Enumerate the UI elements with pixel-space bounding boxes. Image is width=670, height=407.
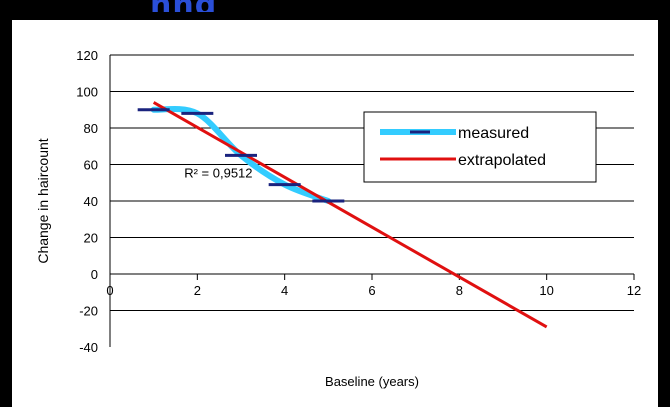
x-tick-label: 0 [106, 283, 113, 298]
r-squared-annotation: R² = 0,9512 [184, 165, 252, 180]
legend-box [363, 111, 597, 183]
y-tick-label: 80 [84, 121, 98, 136]
y-tick-label: 40 [84, 194, 98, 209]
legend: measured extrapolated [363, 111, 597, 183]
header-partial-text[interactable]: nng [150, 0, 217, 12]
tick-labels: 120 100 80 60 40 20 0 -20 -40 0 2 4 6 8 10 12 [76, 48, 641, 355]
series-markers [137, 108, 345, 203]
y-tick-label: 100 [76, 85, 98, 100]
legend-label: measured [458, 125, 529, 142]
x-axis-label: Baseline (years) [325, 374, 419, 389]
x-tick-label: 6 [368, 283, 375, 298]
y-tick-label: 0 [91, 267, 98, 282]
x-tick-label: 4 [281, 283, 288, 298]
y-tick-label: -40 [79, 340, 98, 355]
x-tick-label: 2 [194, 283, 201, 298]
line-chart: 120 100 80 60 40 20 0 -20 -40 0 2 4 6 8 10 12 R² = 0,95… [35, 48, 641, 389]
series-line-extrapolated [152, 101, 548, 329]
y-tick-label: 20 [84, 231, 98, 246]
gridlines [110, 54, 634, 311]
y-tick-label: -20 [79, 304, 98, 319]
x-tick-label: 10 [539, 283, 553, 298]
axes [109, 55, 635, 347]
x-tick-label: 12 [627, 283, 641, 298]
y-tick-label: 120 [76, 48, 98, 63]
chart-area: 120 100 80 60 40 20 0 -20 -40 0 2 4 6 8 10 12 R² = 0,95… [12, 20, 658, 407]
y-tick-label: 60 [84, 158, 98, 173]
legend-label: extrapolated [458, 152, 546, 169]
y-axis-label: Change in haircount [35, 138, 51, 263]
x-tick-label: 8 [456, 283, 463, 298]
